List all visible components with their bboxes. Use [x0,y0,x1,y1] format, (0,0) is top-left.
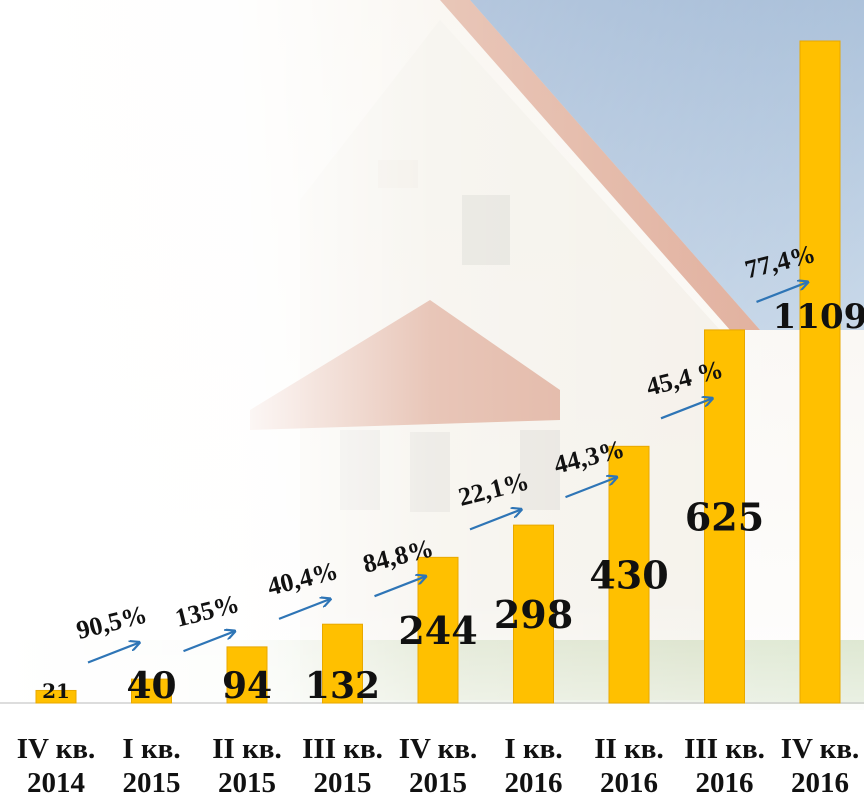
category-label-year: 2016 [600,767,658,796]
category-label-quarter: III кв. [684,733,765,765]
category-label-quarter: IV кв. [781,733,860,765]
category-label-year: 2016 [791,767,849,796]
category-label-quarter: IV кв. [17,733,96,765]
category-label-year: 2015 [314,767,372,796]
value-labels-group: 21 40 94 132 244 298 430 625 1109 [42,297,864,707]
bar [704,329,745,704]
category-band [0,704,864,796]
category-label-quarter: II кв. [212,733,281,765]
growth-arrow [183,631,236,653]
growth-arrow [374,576,427,598]
category-label-year: 2015 [123,767,181,796]
category-label-year: 2014 [27,767,85,796]
growth-arrow [469,509,522,531]
category-label-quarter: II кв. [594,733,663,765]
bar-value-label: 40 [126,665,176,707]
growth-arrow [565,477,618,499]
bar [131,678,172,704]
category-label-year: 2015 [409,767,467,796]
growth-arrow [87,642,140,664]
growth-arrow [756,282,809,303]
bar [513,524,554,704]
category-label-year: 2016 [696,767,754,796]
bar [35,689,77,704]
category-label-quarter: I кв. [122,733,180,765]
growth-arrow [660,398,713,420]
bar-value-label: 1109 [773,297,864,337]
category-label-quarter: III кв. [302,733,383,765]
category-label-quarter: I кв. [504,733,562,765]
bar [799,40,841,704]
bar-value-label: 625 [685,494,764,539]
bar-value-label: 244 [398,608,477,653]
bar-value-label: 94 [222,665,272,707]
bar-value-label: 132 [305,665,380,707]
bar [608,445,650,704]
category-label-year: 2016 [505,767,563,796]
bar-value-label: 298 [494,592,573,637]
bar-value-label: 430 [589,553,668,598]
bar [322,623,363,704]
category-label-quarter: IV кв. [399,733,478,765]
bar-value-label: 21 [42,679,70,703]
bar [226,646,268,704]
category-label-year: 2015 [218,767,276,796]
growth-arrow [278,599,331,620]
